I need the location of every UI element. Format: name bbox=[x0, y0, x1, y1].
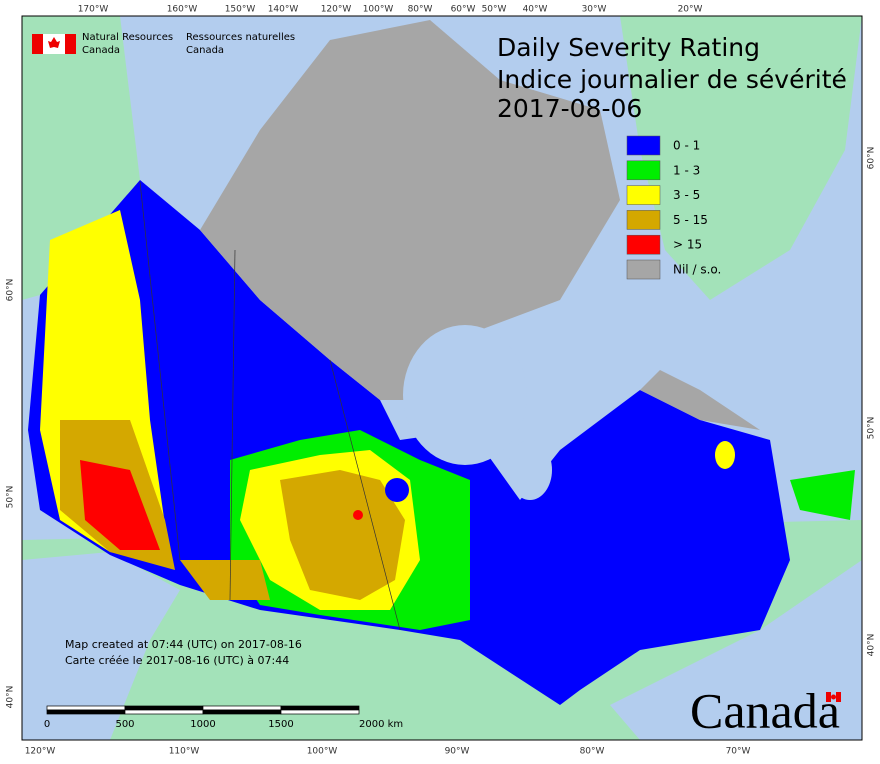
legend-swatch bbox=[626, 160, 661, 181]
graticule-label: 50°N bbox=[867, 417, 877, 440]
nfld bbox=[790, 470, 855, 520]
wordmark: Canada bbox=[690, 682, 840, 738]
greenland bbox=[620, 16, 862, 300]
flag-bar bbox=[32, 34, 43, 54]
graticule-label: 70°W bbox=[726, 747, 751, 757]
flag-bar bbox=[65, 34, 76, 54]
legend-label: 0 - 1 bbox=[673, 139, 700, 153]
graticule-label: 60°N bbox=[6, 279, 16, 302]
hudson-bay bbox=[403, 325, 527, 465]
scale-segment bbox=[280, 705, 360, 711]
graticule-label: 120°W bbox=[25, 747, 56, 757]
note: Map created at 07:44 (UTC) on 2017-08-16 bbox=[65, 638, 302, 651]
sk-blue bbox=[385, 478, 409, 502]
scale-segment bbox=[202, 709, 282, 715]
legend-swatch bbox=[626, 234, 661, 255]
scale-label: 2000 km bbox=[359, 719, 403, 730]
bc-red bbox=[80, 460, 160, 550]
legend-label: Nil / s.o. bbox=[673, 263, 721, 277]
graticule-label: 170°W bbox=[78, 5, 109, 15]
wordmark-flag bbox=[826, 692, 841, 702]
pacific bbox=[22, 552, 180, 740]
border bbox=[229, 249, 236, 601]
graticule-label: 150°W bbox=[225, 5, 256, 15]
graticule-label: 60°N bbox=[867, 147, 877, 170]
legend-label: 1 - 3 bbox=[673, 163, 700, 177]
legend-label: > 15 bbox=[673, 238, 702, 252]
border bbox=[139, 181, 181, 561]
alaska bbox=[22, 16, 140, 300]
date: 2017-08-06 bbox=[497, 94, 642, 123]
legend-swatch bbox=[626, 185, 661, 205]
frame bbox=[21, 15, 863, 741]
maple-leaf bbox=[831, 694, 836, 700]
orange-zone bbox=[280, 470, 405, 600]
maple-leaf bbox=[48, 37, 60, 48]
graticule-label: 110°W bbox=[169, 747, 200, 757]
orange-zone-south bbox=[180, 560, 270, 600]
legend-label: 5 - 15 bbox=[673, 213, 708, 227]
legend-swatch bbox=[626, 135, 661, 156]
agency-fr: Canada bbox=[186, 45, 224, 56]
scale-label: 1000 bbox=[190, 719, 215, 730]
arctic-nil bbox=[200, 20, 620, 400]
graticule-label: 140°W bbox=[268, 5, 299, 15]
legend-swatch bbox=[626, 210, 661, 230]
labrador-nil bbox=[640, 370, 760, 430]
legend-label: 3 - 5 bbox=[673, 188, 700, 202]
graticule-label: 50°N bbox=[6, 486, 16, 509]
graticule-label: 40°N bbox=[6, 686, 16, 709]
scale-segment bbox=[280, 709, 360, 715]
graticule-label: 90°W bbox=[445, 747, 470, 757]
scale-label: 1500 bbox=[268, 719, 293, 730]
graticule-label: 80°W bbox=[408, 5, 433, 15]
logo bbox=[32, 34, 76, 54]
graticule-label: 50°W bbox=[482, 5, 507, 15]
generated: 0 - 1 1 - 3 3 - 5 5 - 15 > 15 Nil / s.o. 170°W… bbox=[6, 5, 877, 757]
graticule-label: 40°N bbox=[867, 634, 877, 657]
graticule-label: 100°W bbox=[363, 5, 394, 15]
agency-en: Natural Resources bbox=[82, 32, 173, 43]
agency-fr: Ressources naturelles bbox=[186, 32, 295, 43]
title: Daily Severity Rating bbox=[497, 33, 760, 62]
note: Carte créée le 2017-08-16 (UTC) à 07:44 bbox=[65, 654, 289, 667]
scale-segment bbox=[46, 705, 126, 711]
scale-label: 0 bbox=[44, 719, 50, 730]
nl-yellow bbox=[715, 441, 735, 469]
graticule-label: 20°W bbox=[678, 5, 703, 15]
graticule-label: 30°W bbox=[582, 5, 607, 15]
map-area bbox=[21, 15, 863, 741]
title: Indice journalier de sévérité bbox=[497, 65, 847, 94]
scale-label: 500 bbox=[115, 719, 134, 730]
agency-en: Canada bbox=[82, 45, 120, 56]
graticule-label: 60°W bbox=[451, 5, 476, 15]
border bbox=[329, 359, 401, 631]
sk-red bbox=[353, 510, 363, 520]
flag-bar bbox=[836, 692, 841, 702]
scale-segment bbox=[124, 709, 204, 715]
graticule-label: 40°W bbox=[523, 5, 548, 15]
graticule-label: 120°W bbox=[321, 5, 352, 15]
james-bay bbox=[508, 440, 552, 500]
scale-segment bbox=[46, 709, 126, 715]
graticule-label: 100°W bbox=[307, 747, 338, 757]
graticule-label: 160°W bbox=[167, 5, 198, 15]
atlantic bbox=[610, 560, 862, 740]
legend-swatch bbox=[626, 259, 661, 280]
scale-segment bbox=[202, 705, 282, 711]
flag-bar bbox=[826, 692, 831, 702]
scale-segment bbox=[124, 705, 204, 711]
graticule-label: 80°W bbox=[580, 747, 605, 757]
